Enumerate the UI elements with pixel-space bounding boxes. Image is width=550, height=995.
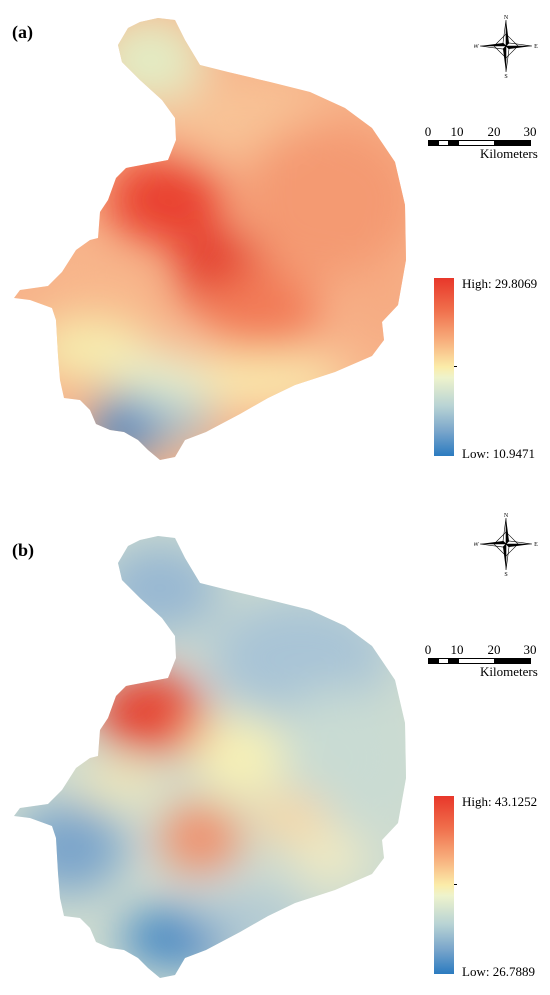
scale-tick: 30 (523, 124, 537, 139)
legend-low: Low: 26.7889 (462, 964, 535, 979)
scale-bar: 0 10 20 30 Kilometers (424, 124, 538, 164)
legend-low: Low: 10.9471 (462, 446, 535, 461)
scale-units: Kilometers (480, 146, 538, 161)
legend: High: 43.1252 Low: 26.7889 (434, 794, 550, 979)
scale-tick: 20 (487, 124, 501, 139)
scale-bar: 0 10 20 30 Kilometers (424, 642, 538, 682)
north-label: N (504, 15, 509, 21)
scale-tick: 10 (450, 124, 464, 139)
north-label: N (504, 513, 509, 519)
scale-tick: 0 (424, 124, 432, 139)
legend-high: High: 43.1252 (462, 794, 538, 809)
west-label: W (474, 44, 479, 50)
heatmap-b (14, 536, 406, 978)
heatmap-a (14, 18, 406, 460)
map-panel-b: (b) (0, 498, 550, 995)
legend-high: High: 29.8069 (462, 276, 538, 291)
map-panel-a: (a) (0, 0, 550, 497)
color-ramp (434, 278, 454, 456)
scale-tick: 20 (487, 642, 501, 657)
north-arrow-icon: N S E W (474, 513, 538, 576)
scale-tick: 0 (424, 642, 432, 657)
west-label: W (474, 542, 479, 548)
color-ramp (434, 796, 454, 974)
panel-label: (b) (12, 540, 34, 560)
south-label: S (504, 74, 507, 78)
legend: High: 29.8069 Low: 10.9471 (434, 276, 550, 461)
east-label: E (534, 44, 538, 50)
south-label: S (504, 572, 507, 576)
panel-label: (a) (12, 22, 33, 42)
east-label: E (534, 542, 538, 548)
scale-tick: 30 (523, 642, 537, 657)
scale-tick: 10 (450, 642, 464, 657)
scale-units: Kilometers (480, 664, 538, 679)
north-arrow-icon: N S E W (474, 15, 538, 78)
